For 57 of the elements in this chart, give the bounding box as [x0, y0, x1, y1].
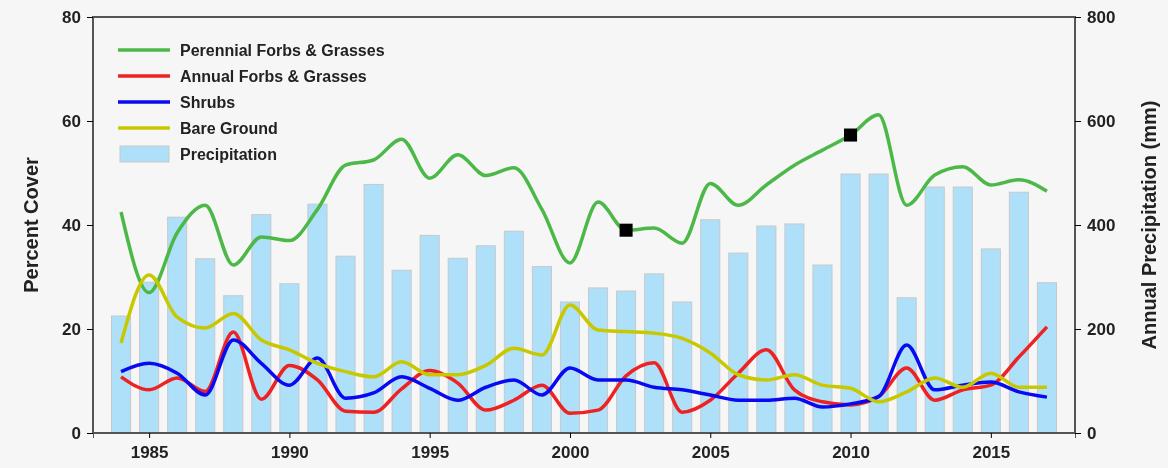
x-tick-label: 1995 — [411, 443, 450, 463]
bar — [868, 173, 889, 434]
bar — [419, 234, 440, 434]
x-tick-label: 1990 — [270, 443, 309, 463]
y2-tick-label: 800 — [1087, 7, 1116, 27]
y-tick-label: 80 — [62, 7, 81, 27]
bar — [980, 248, 1001, 434]
bar — [924, 186, 945, 434]
bar — [251, 214, 272, 434]
y2-axis-title: Annual Precipitation (mm) — [1138, 100, 1160, 350]
bar — [587, 287, 609, 434]
bar — [307, 203, 328, 434]
legend-label: Precipitation — [180, 145, 277, 163]
legend-label: Perennial Forbs & Grasses — [180, 41, 385, 59]
bar — [167, 216, 188, 434]
bar — [475, 245, 496, 434]
bar — [139, 281, 160, 434]
bar — [756, 225, 777, 434]
y2-tick-label: 0 — [1087, 423, 1097, 443]
x-tick-label: 2015 — [972, 443, 1011, 463]
line-series — [119, 338, 1049, 409]
bar — [952, 186, 973, 434]
bar — [728, 252, 749, 434]
x-tick-label: 1985 — [130, 443, 169, 463]
bar — [531, 266, 552, 434]
line-series — [119, 273, 1049, 404]
bar — [700, 219, 721, 434]
bar — [1036, 282, 1057, 434]
y-axis-title: Percent Cover — [20, 156, 42, 293]
y2-tick-label: 400 — [1087, 215, 1116, 235]
y-tick-label: 60 — [62, 111, 81, 131]
legend-label: Bare Ground — [180, 119, 278, 137]
bar — [812, 264, 833, 434]
bar — [1008, 191, 1029, 434]
bar — [840, 173, 861, 434]
y-tick-label: 20 — [62, 319, 81, 339]
x-tick-label: 2010 — [832, 443, 870, 463]
bar — [447, 257, 468, 434]
x-tick-label: 2005 — [691, 443, 730, 463]
bar — [616, 290, 637, 434]
bar — [363, 183, 384, 434]
legend-label: Annual Forbs & Grasses — [180, 67, 367, 85]
bar — [111, 315, 132, 434]
bar — [391, 269, 412, 434]
bar — [195, 258, 216, 434]
y-tick-label: 40 — [62, 215, 81, 235]
bar — [335, 255, 356, 434]
y2-tick-label: 200 — [1087, 319, 1116, 339]
y-tick-label: 0 — [71, 423, 81, 443]
bar — [644, 273, 665, 434]
y2-tick-label: 600 — [1087, 111, 1116, 131]
bar — [503, 230, 524, 434]
bar — [784, 223, 805, 434]
line-series — [119, 113, 1049, 295]
bar — [279, 283, 300, 434]
x-tick-label: 2000 — [551, 443, 590, 463]
legend-label: Shrubs — [180, 93, 236, 111]
